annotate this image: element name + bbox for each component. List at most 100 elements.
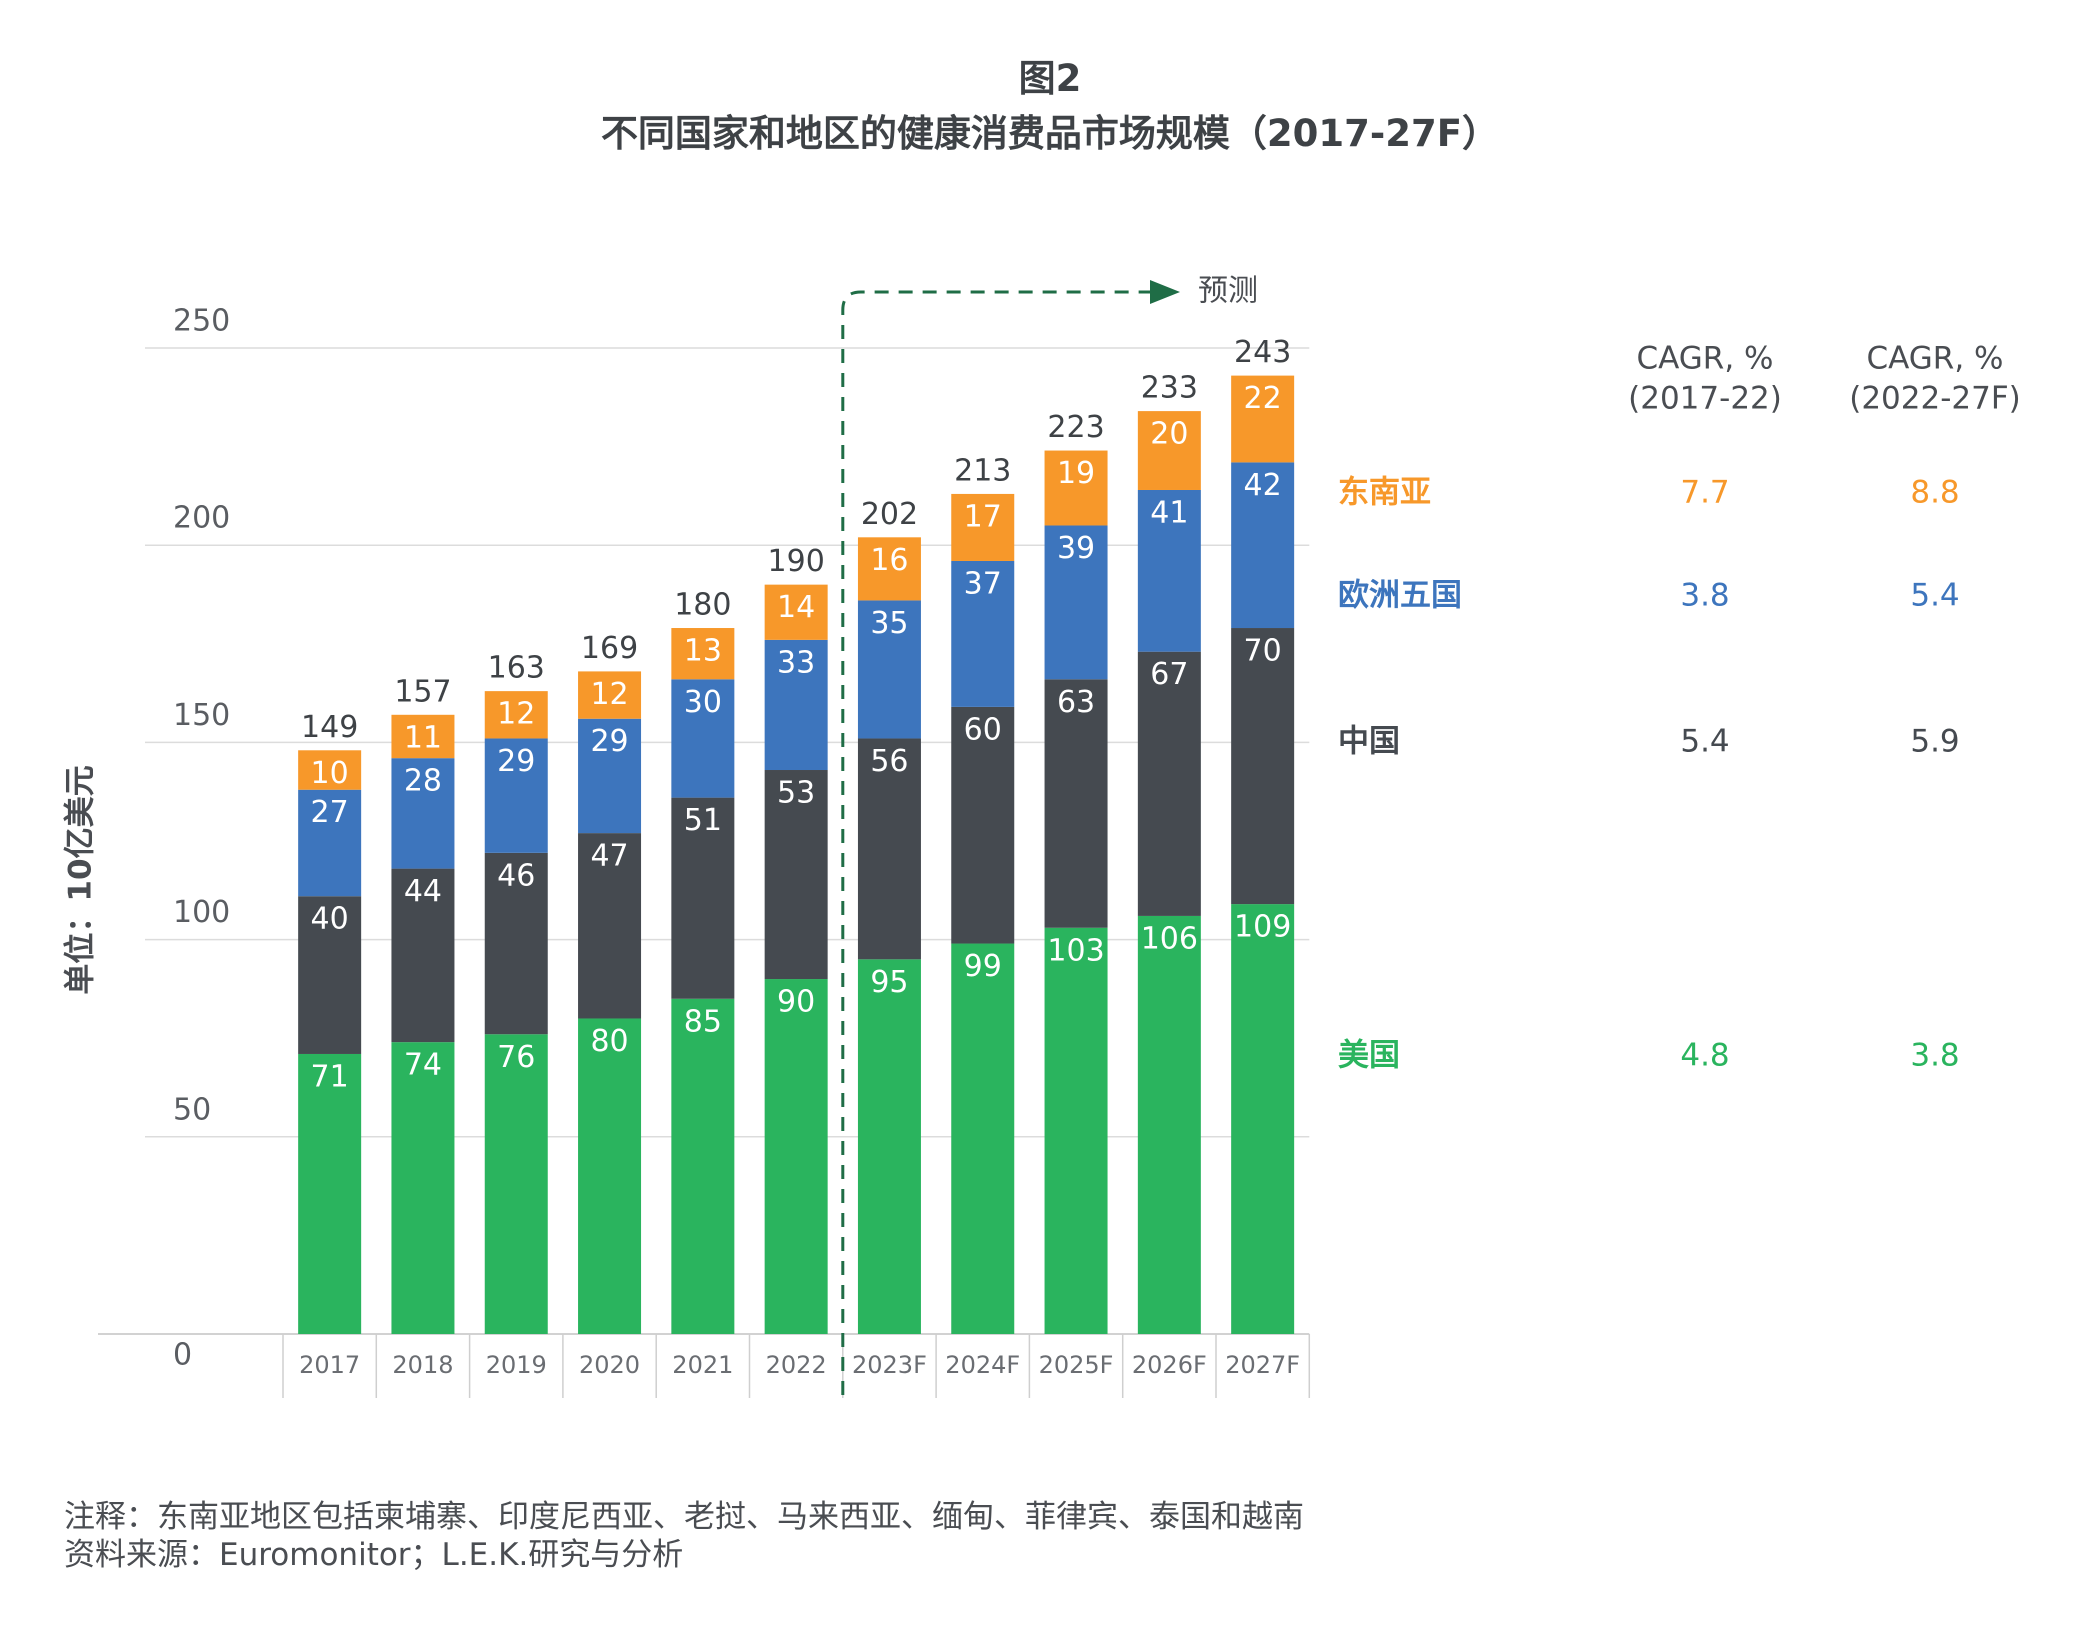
forecast-divider — [841, 290, 1158, 1395]
x-tick-label: 2022 — [766, 1351, 827, 1379]
chart-title-block: 图2 不同国家和地区的健康消费品市场规模（2017-27F） — [0, 54, 2100, 164]
legend-label: 东南亚 — [1338, 475, 1431, 511]
bar-segment — [1044, 525, 1108, 680]
data-label: 44 — [404, 874, 442, 909]
x-tick-label: 2020 — [579, 1351, 640, 1379]
cagr-value: 7.7 — [1680, 475, 1729, 511]
data-label: 80 — [590, 1024, 628, 1059]
data-label: 63 — [1057, 685, 1095, 720]
bar-segment — [298, 750, 362, 790]
data-label: 90 — [777, 985, 815, 1020]
footnotes: 注释：东南亚地区包括柬埔寨、印度尼西亚、老挝、马来西亚、缅甸、菲律宾、泰国和越南… — [64, 1498, 1304, 1574]
data-label: 106 — [1141, 921, 1198, 956]
bar-segment — [951, 560, 1015, 707]
data-label: 95 — [870, 965, 908, 1000]
total-label: 233 — [1141, 371, 1198, 406]
total-label: 180 — [674, 588, 731, 623]
data-label: 10 — [311, 756, 349, 791]
data-label: 70 — [1244, 634, 1282, 669]
cagr-value: 5.9 — [1910, 724, 1959, 760]
bar-segment — [764, 639, 828, 771]
data-label: 28 — [404, 764, 442, 799]
data-label: 11 — [404, 720, 442, 755]
y-tick-label: 100 — [173, 895, 230, 930]
data-label: 19 — [1057, 456, 1095, 491]
data-label: 60 — [964, 712, 1002, 747]
cagr-value: 3.8 — [1910, 1038, 1959, 1074]
bar-segment — [578, 833, 642, 1019]
total-label: 169 — [581, 631, 638, 666]
legend-label: 美国 — [1338, 1038, 1400, 1074]
bar-segment — [298, 896, 362, 1054]
footnote-source: 资料来源：Euromonitor；L.E.K.研究与分析 — [64, 1537, 684, 1573]
total-label: 190 — [768, 544, 825, 579]
cagr-header: (2022-27F) — [1849, 381, 2021, 417]
bar-segment — [671, 628, 735, 680]
x-tick-label: 2025F — [1039, 1351, 1114, 1379]
bar-segment — [671, 797, 735, 999]
cagr-header: CAGR, % — [1636, 341, 1773, 377]
y-tick-label: 250 — [173, 304, 230, 339]
bar-segment — [484, 738, 548, 853]
data-label: 17 — [964, 499, 1002, 534]
data-label: 35 — [870, 606, 908, 641]
bar-segment — [1137, 915, 1201, 1334]
forecast-label: 预测 — [1198, 274, 1258, 309]
bar-segment — [1137, 651, 1201, 916]
bar-segment — [857, 537, 921, 601]
bar-segment — [391, 758, 455, 869]
data-label: 71 — [311, 1059, 349, 1094]
x-tick-label: 2017 — [299, 1351, 360, 1379]
legend-label: 中国 — [1338, 724, 1400, 760]
bar-segment — [764, 979, 828, 1334]
data-label: 16 — [870, 543, 908, 578]
data-label: 40 — [311, 902, 349, 937]
bar-segment — [1044, 927, 1108, 1334]
data-label: 67 — [1150, 657, 1188, 692]
total-label: 149 — [301, 710, 358, 745]
x-tick-label: 2019 — [486, 1351, 547, 1379]
y-tick-label: 150 — [173, 698, 230, 733]
data-label: 56 — [870, 744, 908, 779]
bar-segment — [1044, 679, 1108, 928]
cagr-value: 5.4 — [1680, 724, 1729, 760]
bar-segment — [484, 1034, 548, 1334]
bar-segment — [484, 852, 548, 1035]
data-label: 46 — [497, 858, 535, 893]
cagr-header: CAGR, % — [1866, 341, 2003, 377]
bar-segment — [764, 584, 828, 640]
data-label: 103 — [1047, 933, 1104, 968]
cagr-header: (2017-22) — [1628, 381, 1782, 417]
bar-segment — [298, 1053, 362, 1334]
data-label: 29 — [497, 744, 535, 779]
bar-segment — [1137, 489, 1201, 652]
data-label: 14 — [777, 590, 815, 625]
total-label: 243 — [1234, 335, 1291, 370]
bar-segment — [578, 671, 642, 719]
bar-segment — [951, 943, 1015, 1334]
data-label: 51 — [684, 803, 722, 838]
bar-segment — [578, 718, 642, 834]
x-tick-label: 2024F — [945, 1351, 1020, 1379]
x-tick-label: 2018 — [392, 1351, 453, 1379]
data-label: 30 — [684, 685, 722, 720]
data-label: 22 — [1244, 381, 1282, 416]
cagr-value: 8.8 — [1910, 475, 1959, 511]
y-tick-label: 50 — [173, 1092, 211, 1127]
total-label: 213 — [954, 453, 1011, 488]
bar-segment — [857, 738, 921, 960]
bar-segment — [484, 691, 548, 739]
bar-segment — [391, 714, 455, 759]
data-label: 27 — [311, 795, 349, 830]
x-tick-label: 2027F — [1225, 1351, 1300, 1379]
data-label: 74 — [404, 1048, 442, 1083]
bar-segment — [578, 1018, 642, 1334]
total-label: 202 — [861, 497, 918, 532]
data-label: 12 — [590, 677, 628, 712]
bar-segment — [671, 679, 735, 798]
cagr-value: 5.4 — [1910, 578, 1959, 614]
cagr-value: 4.8 — [1680, 1038, 1729, 1074]
bar-segment — [391, 1042, 455, 1334]
bar-segment — [1231, 904, 1295, 1334]
